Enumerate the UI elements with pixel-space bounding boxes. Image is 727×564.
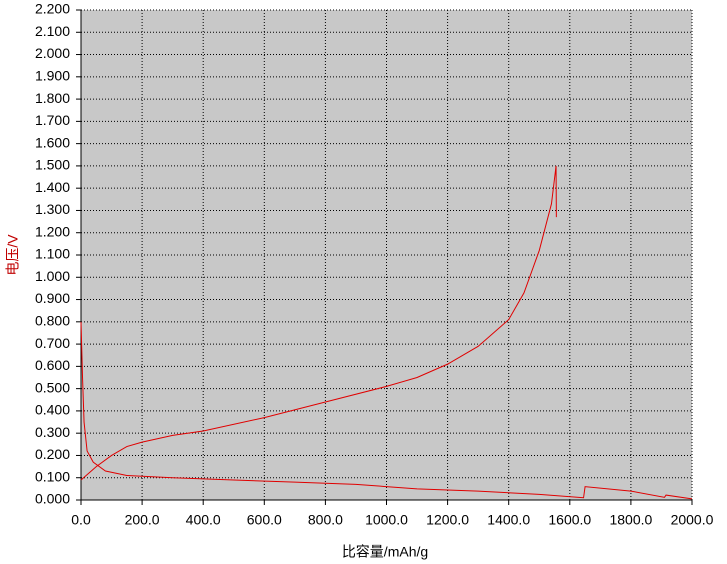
y-tick-label: 1.000: [35, 268, 70, 284]
x-tick-label: 400.0: [186, 512, 221, 528]
y-tick-label: 1.800: [35, 90, 70, 106]
x-tick-label: 200.0: [125, 512, 160, 528]
x-tick-label: 1000.0: [365, 512, 408, 528]
x-tick-label: 1800.0: [609, 512, 652, 528]
y-tick-label: 2.000: [35, 45, 70, 61]
x-tick-label: 1400.0: [487, 512, 530, 528]
y-axis-title: 电压/V: [5, 234, 21, 276]
y-tick-label: 0.700: [35, 335, 70, 351]
y-tick-label: 2.200: [35, 1, 70, 17]
y-tick-label: 1.600: [35, 134, 70, 150]
x-tick-label: 600.0: [247, 512, 282, 528]
y-tick-label: 0.000: [35, 491, 70, 507]
y-tick-label: 0.100: [35, 468, 70, 484]
y-tick-label: 0.900: [35, 290, 70, 306]
x-tick-label: 0.0: [71, 512, 91, 528]
y-tick-label: 1.700: [35, 112, 70, 128]
y-tick-label: 0.400: [35, 402, 70, 418]
y-tick-label: 0.500: [35, 379, 70, 395]
y-tick-label: 1.400: [35, 179, 70, 195]
y-tick-label: 0.800: [35, 313, 70, 329]
y-tick-label: 0.600: [35, 357, 70, 373]
y-tick-label: 1.100: [35, 246, 70, 262]
x-tick-label: 2000.0: [671, 512, 714, 528]
data-line: [80, 321, 693, 500]
x-tick-label: 1600.0: [548, 512, 591, 528]
y-tick-label: 1.300: [35, 201, 70, 217]
x-tick-label: 800.0: [308, 512, 343, 528]
y-tick-label: 1.900: [35, 68, 70, 84]
x-axis-title: 比容量/mAh/g: [342, 544, 428, 560]
x-tick-label: 1200.0: [426, 512, 469, 528]
y-tick-label: 2.100: [35, 23, 70, 39]
y-tick-label: 0.300: [35, 424, 70, 440]
data-line: [80, 165, 557, 481]
y-tick-label: 0.200: [35, 446, 70, 462]
y-tick-label: 1.500: [35, 157, 70, 173]
y-tick-label: 1.200: [35, 223, 70, 239]
